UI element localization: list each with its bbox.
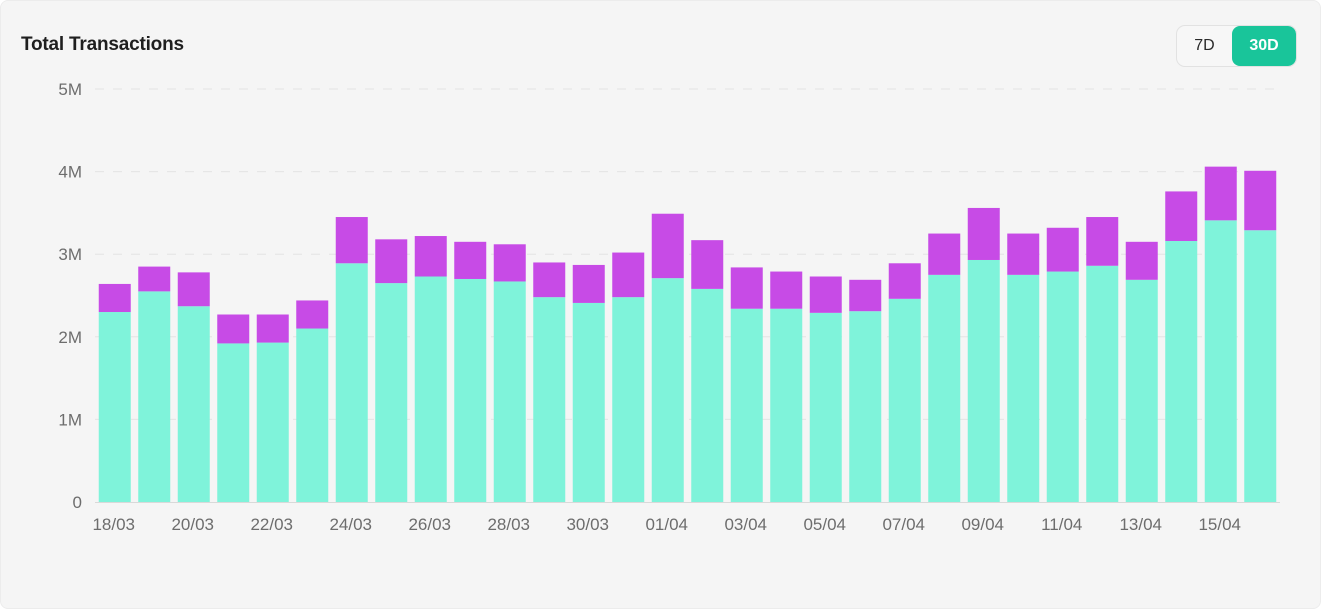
x-tick-label: 03/04 <box>724 515 767 534</box>
x-tick-label: 13/04 <box>1119 515 1162 534</box>
bar-base-26-03 <box>414 276 447 502</box>
bar-base-27-03 <box>454 278 487 502</box>
y-tick-label: 2M <box>58 328 82 347</box>
bar-base-31-03 <box>612 297 645 502</box>
x-tick-label: 24/03 <box>329 515 372 534</box>
x-tick-label: 15/04 <box>1198 515 1241 534</box>
bar-base-20-03 <box>177 306 210 502</box>
x-tick-label: 01/04 <box>645 515 688 534</box>
y-tick-label: 0 <box>73 493 82 512</box>
bar-base-12-04 <box>1086 265 1119 502</box>
bar-top-01-04 <box>651 213 684 279</box>
bar-top-06-04 <box>849 279 882 312</box>
bar-base-03-04 <box>730 308 763 502</box>
grid-lines <box>95 88 1280 503</box>
bar-top-20-03 <box>177 272 210 307</box>
bar-top-25-03 <box>375 239 408 284</box>
bar-base-28-03 <box>493 281 526 502</box>
bar-base-13-04 <box>1125 279 1158 502</box>
bar-base-11-04 <box>1046 271 1079 502</box>
bar-base-25-03 <box>375 283 408 502</box>
x-tick-label: 09/04 <box>961 515 1004 534</box>
bar-base-05-04 <box>809 312 842 502</box>
bar-top-16-04 <box>1244 170 1277 231</box>
bar-base-07-04 <box>888 298 921 502</box>
bar-top-28-03 <box>493 244 526 282</box>
range-30d-button[interactable]: 30D <box>1232 26 1296 66</box>
x-tick-label: 05/04 <box>803 515 846 534</box>
bar-top-23-03 <box>296 300 329 329</box>
x-tick-label: 22/03 <box>250 515 293 534</box>
bar-base-16-04 <box>1244 230 1277 502</box>
y-tick-label: 3M <box>58 245 82 264</box>
bar-base-14-04 <box>1165 240 1198 502</box>
bar-top-26-03 <box>414 236 447 277</box>
bar-base-04-04 <box>770 308 803 502</box>
bar-base-02-04 <box>691 288 724 502</box>
bar-base-21-03 <box>217 343 250 502</box>
range-7d-button[interactable]: 7D <box>1194 37 1215 54</box>
x-tick-label: 20/03 <box>171 515 214 534</box>
bar-top-11-04 <box>1046 227 1079 272</box>
bar-top-10-04 <box>1007 233 1040 275</box>
bar-base-18-03 <box>98 312 131 502</box>
bar-base-30-03 <box>572 302 605 502</box>
bar-top-31-03 <box>612 252 645 298</box>
bars <box>98 166 1277 503</box>
bar-top-13-04 <box>1125 241 1158 280</box>
bar-top-15-04 <box>1204 166 1237 221</box>
bar-top-08-04 <box>928 233 961 275</box>
bar-base-22-03 <box>256 342 289 502</box>
bar-base-06-04 <box>849 311 882 502</box>
bar-base-24-03 <box>335 263 368 502</box>
bar-base-08-04 <box>928 274 961 502</box>
bar-top-14-04 <box>1165 191 1198 241</box>
bar-top-12-04 <box>1086 217 1119 266</box>
x-tick-label: 28/03 <box>487 515 530 534</box>
bar-base-19-03 <box>138 291 171 502</box>
bar-base-29-03 <box>533 297 566 502</box>
y-tick-label: 1M <box>58 410 82 429</box>
y-tick-label: 4M <box>58 163 82 182</box>
x-tick-label: 26/03 <box>408 515 451 534</box>
chart-title: Total Transactions <box>21 34 184 55</box>
bar-top-04-04 <box>770 271 803 309</box>
bar-base-10-04 <box>1007 274 1040 502</box>
bar-top-07-04 <box>888 263 921 299</box>
bar-top-02-04 <box>691 240 724 289</box>
bar-base-09-04 <box>967 259 1000 502</box>
bar-top-19-03 <box>138 266 171 292</box>
bar-top-22-03 <box>256 314 289 343</box>
bar-base-01-04 <box>651 278 684 502</box>
x-axis-ticks: 18/03 20/03 22/03 24/03 26/03 28/03 30/03 01/04… <box>92 515 1241 534</box>
x-tick-label: 11/04 <box>1041 515 1082 534</box>
y-tick-label: 5M <box>58 80 82 99</box>
bar-top-27-03 <box>454 241 487 279</box>
x-tick-label: 07/04 <box>882 515 925 534</box>
bar-top-29-03 <box>533 262 566 298</box>
bar-top-24-03 <box>335 217 368 264</box>
x-tick-label: 30/03 <box>566 515 609 534</box>
bar-top-30-03 <box>572 264 605 303</box>
range-toggle: 7D 30D <box>1176 25 1297 67</box>
bar-top-03-04 <box>730 267 763 309</box>
bar-base-23-03 <box>296 328 329 502</box>
bar-top-18-03 <box>98 283 131 313</box>
x-tick-label: 18/03 <box>92 515 135 534</box>
bar-top-09-04 <box>967 207 1000 260</box>
bar-base-15-04 <box>1204 220 1237 503</box>
bar-top-05-04 <box>809 276 842 313</box>
bar-top-21-03 <box>217 314 250 344</box>
y-axis-ticks: 0 1M 2M 3M 4M 5M <box>58 80 82 512</box>
